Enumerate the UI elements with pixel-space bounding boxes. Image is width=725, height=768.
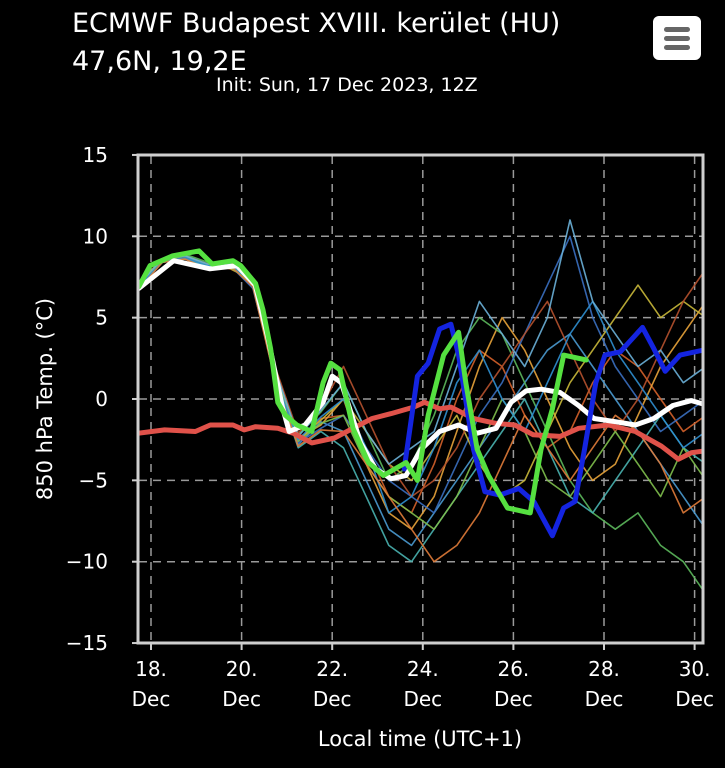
main-series xyxy=(139,248,702,539)
x-tick-label-month: Dec xyxy=(222,687,261,711)
x-axis-ticks: 18. Dec 20. Dec 22. Dec 24. Dec 26. Dec 28. Dec 30. D… xyxy=(132,643,714,711)
x-tick-label-day: 30. xyxy=(679,657,711,681)
hamburger-menu-icon-bar xyxy=(664,36,690,41)
x-tick-label-month: Dec xyxy=(132,687,171,711)
x-tick-label-month: Dec xyxy=(585,687,624,711)
x-tick-label-day: 24. xyxy=(407,657,439,681)
y-tick-label: 0 xyxy=(95,387,108,411)
hamburger-menu-button[interactable] xyxy=(653,16,701,60)
x-tick-label-day: 22. xyxy=(316,657,348,681)
x-tick-label-month: Dec xyxy=(494,687,533,711)
hamburger-menu-icon-bar xyxy=(664,45,690,50)
climatology-line xyxy=(139,399,702,462)
x-axis-label: Local time (UTC+1) xyxy=(318,727,522,751)
x-tick-label-day: 26. xyxy=(497,657,529,681)
deterministic-line xyxy=(401,321,702,539)
x-tick-label-month: Dec xyxy=(675,687,714,711)
x-tick-label-day: 20. xyxy=(226,657,258,681)
x-tick-label-month: Dec xyxy=(403,687,442,711)
control-line xyxy=(139,248,589,516)
y-tick-label: −5 xyxy=(79,468,108,492)
y-tick-label: 10 xyxy=(83,224,108,248)
chart-title: ECMWF Budapest XVIII. kerület (HU) xyxy=(72,8,561,39)
y-tick-label: −15 xyxy=(66,631,108,655)
x-tick-label-day: 28. xyxy=(588,657,620,681)
y-axis-ticks: 15 10 5 0 −5 −10 −15 xyxy=(66,143,138,655)
y-tick-label: 5 xyxy=(95,306,108,330)
hamburger-menu-icon xyxy=(664,27,690,32)
x-tick-label-day: 18. xyxy=(135,657,167,681)
y-tick-label: 15 xyxy=(83,143,108,167)
y-axis-label: 850 hPa Temp. (°C) xyxy=(33,298,57,500)
location-coordinates: 47,6N, 19,2E xyxy=(72,46,247,77)
grid xyxy=(139,156,702,642)
x-tick-label-month: Dec xyxy=(313,687,352,711)
init-time: Init: Sun, 17 Dec 2023, 12Z xyxy=(216,74,478,96)
y-tick-label: −10 xyxy=(66,550,108,574)
